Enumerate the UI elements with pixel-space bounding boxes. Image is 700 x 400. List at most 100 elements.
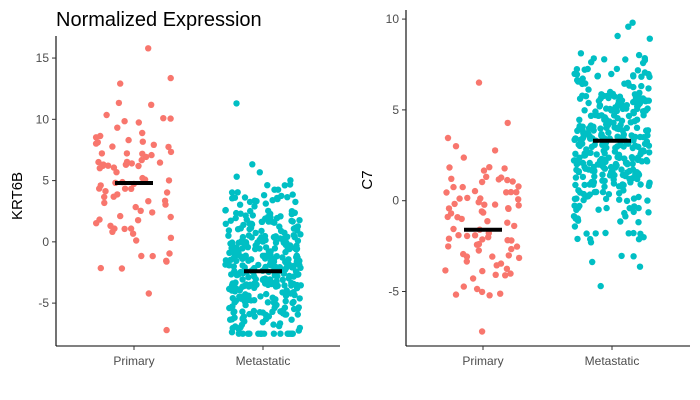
data-point (497, 290, 504, 297)
data-point (145, 198, 152, 205)
y-tick-label: 15 (36, 51, 50, 65)
data-point (625, 230, 632, 237)
data-point (475, 240, 483, 248)
data-point (477, 195, 484, 202)
data-point (286, 272, 293, 280)
data-point (473, 285, 481, 293)
data-point (645, 209, 652, 216)
data-point (233, 100, 240, 107)
data-point (266, 276, 274, 283)
data-point (251, 197, 258, 204)
data-point (629, 160, 636, 167)
data-point (583, 230, 590, 237)
data-point (597, 125, 604, 132)
data-point (602, 229, 609, 237)
data-point (148, 151, 155, 159)
y-tick-label: -5 (388, 285, 399, 299)
data-point (464, 194, 471, 202)
data-point (259, 319, 266, 326)
data-point (121, 118, 128, 125)
data-point (614, 102, 621, 110)
data-point (515, 196, 522, 203)
data-point (239, 262, 246, 269)
data-point (460, 250, 467, 258)
data-point (163, 189, 171, 196)
data-point (264, 182, 271, 189)
data-point (238, 238, 245, 246)
data-point (161, 197, 169, 204)
data-point (445, 243, 452, 250)
data-point (618, 166, 625, 173)
x-tick-label: Metastatic (585, 354, 640, 368)
data-point (114, 124, 121, 131)
data-point (262, 200, 269, 207)
data-point (492, 271, 499, 278)
data-point (590, 123, 597, 130)
data-point (95, 158, 102, 166)
data-point (251, 313, 258, 320)
data-point (272, 239, 280, 246)
data-point (265, 313, 273, 320)
data-point (156, 159, 164, 166)
data-point (447, 210, 455, 217)
data-point (234, 189, 241, 196)
data-point (572, 150, 579, 157)
data-point (253, 281, 260, 288)
data-point (605, 191, 613, 198)
data-point (281, 182, 288, 189)
data-point (458, 215, 465, 223)
data-point (296, 295, 303, 302)
data-point (293, 258, 301, 265)
data-point (581, 181, 588, 189)
data-point (623, 197, 631, 205)
data-point (450, 183, 457, 191)
data-point (638, 97, 645, 104)
data-point (645, 85, 652, 92)
data-point (471, 187, 479, 195)
data-point (635, 219, 642, 226)
data-point (610, 112, 618, 119)
data-point (229, 303, 236, 310)
data-point (228, 271, 235, 278)
data-point (135, 162, 142, 170)
data-point (630, 229, 637, 237)
data-point (128, 160, 135, 167)
data-point (138, 156, 145, 164)
data-point (460, 283, 467, 290)
data-point (228, 316, 236, 323)
data-point (245, 274, 252, 281)
data-point (593, 188, 600, 196)
data-point (587, 112, 595, 120)
data-point (581, 107, 588, 114)
data-point (597, 282, 604, 290)
data-point (451, 200, 458, 208)
data-point (624, 79, 632, 87)
data-point (228, 189, 236, 196)
data-point (123, 150, 131, 157)
data-point (484, 218, 491, 225)
data-point (630, 253, 637, 260)
data-point (282, 248, 289, 256)
y-tick-label: 10 (36, 112, 50, 126)
data-point (231, 194, 239, 201)
data-point (585, 99, 592, 107)
data-point (148, 101, 155, 109)
data-point (479, 267, 486, 275)
data-point (613, 65, 621, 73)
data-point (279, 254, 286, 261)
x-tick-label: Metastatic (236, 354, 291, 368)
data-point (643, 138, 651, 145)
data-point (260, 277, 268, 284)
data-point (612, 164, 619, 171)
data-point (602, 195, 610, 203)
data-point (227, 217, 234, 224)
data-point (586, 191, 593, 198)
data-point (252, 229, 259, 237)
data-point (272, 233, 279, 240)
data-point (596, 102, 604, 109)
data-point (489, 253, 496, 260)
data-point (273, 214, 281, 222)
data-point (272, 296, 279, 303)
data-point (491, 201, 499, 208)
data-point (294, 311, 301, 318)
